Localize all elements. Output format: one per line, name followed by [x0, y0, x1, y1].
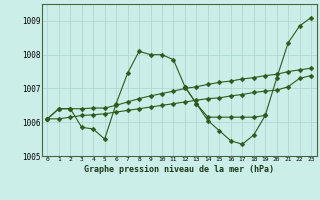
X-axis label: Graphe pression niveau de la mer (hPa): Graphe pression niveau de la mer (hPa)	[84, 165, 274, 174]
